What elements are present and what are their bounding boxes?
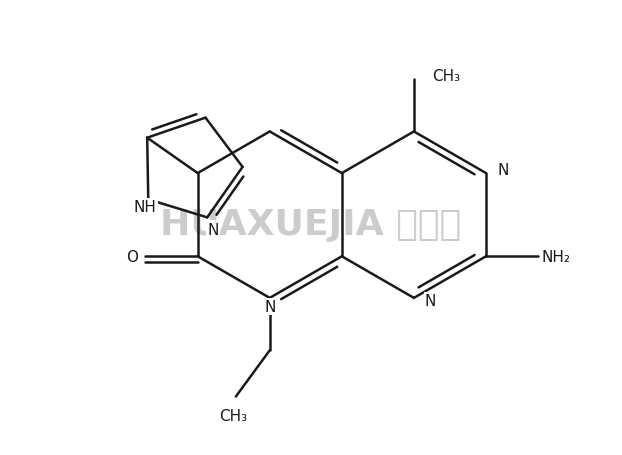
Text: O: O bbox=[126, 249, 138, 264]
Text: NH: NH bbox=[134, 200, 156, 215]
Text: NH₂: NH₂ bbox=[541, 249, 570, 264]
Text: CH₃: CH₃ bbox=[219, 408, 247, 423]
Text: N: N bbox=[264, 299, 276, 314]
Text: CH₃: CH₃ bbox=[432, 69, 460, 84]
Text: N: N bbox=[497, 163, 508, 178]
Text: N: N bbox=[207, 222, 218, 237]
Text: HUAXUEJIA 化学加: HUAXUEJIA 化学加 bbox=[160, 207, 462, 242]
Text: N: N bbox=[425, 294, 437, 309]
